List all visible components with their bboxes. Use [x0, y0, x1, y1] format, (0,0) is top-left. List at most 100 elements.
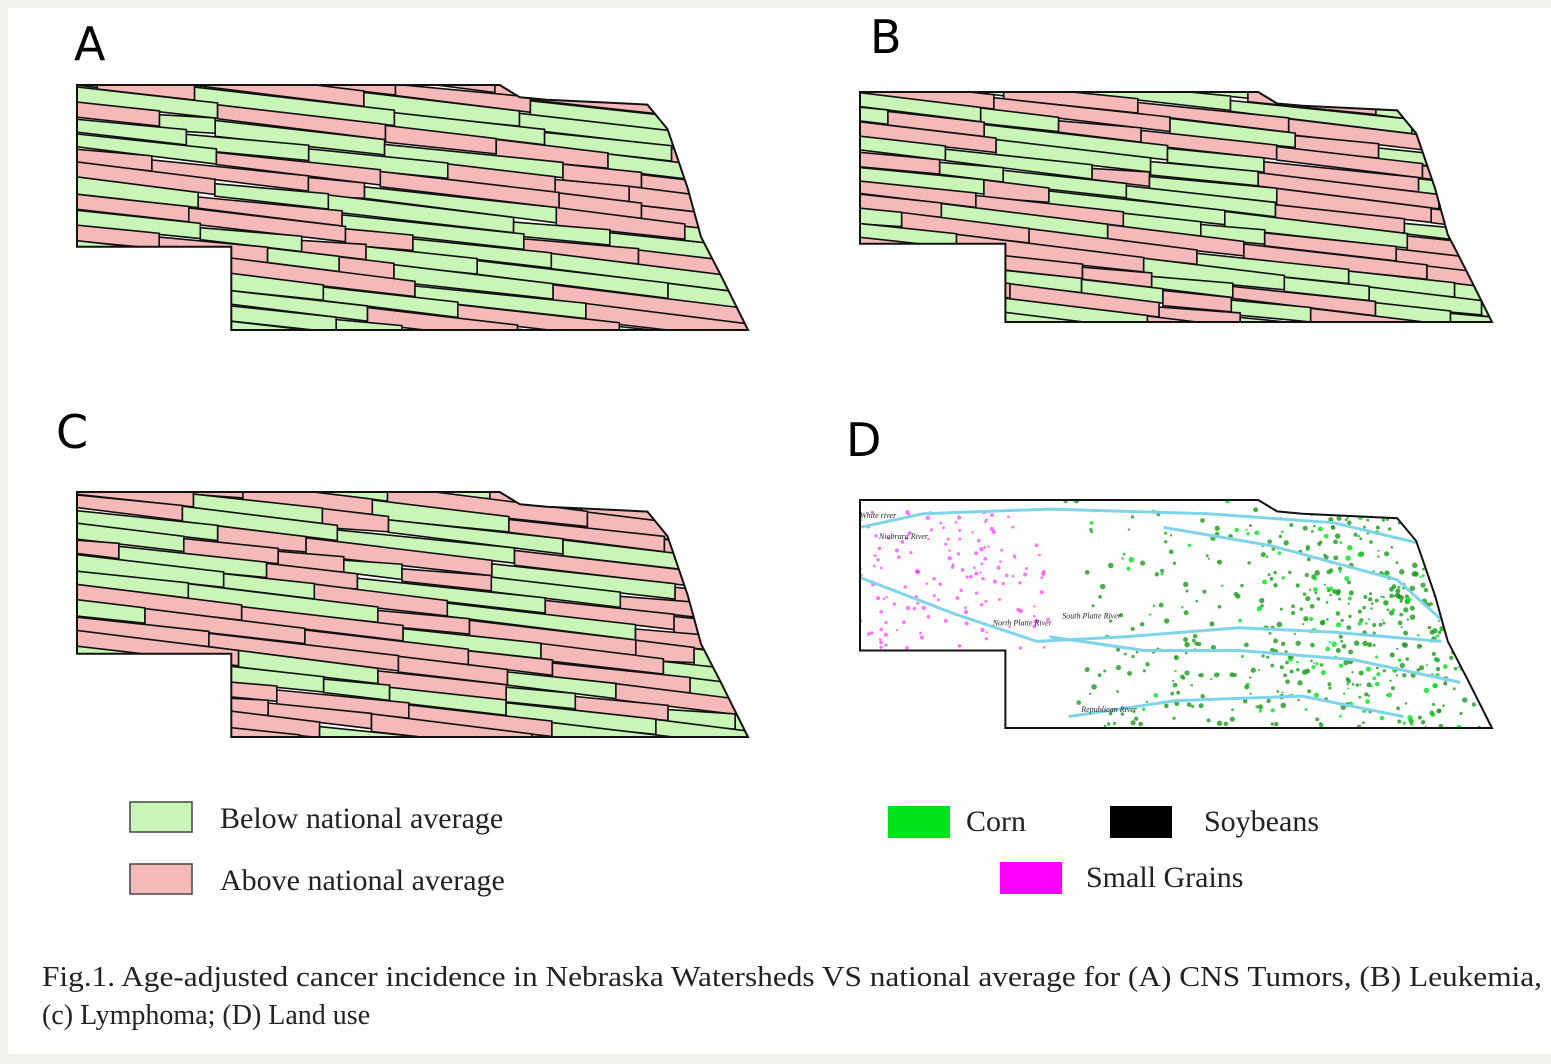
grain-dot — [974, 572, 978, 576]
grain-dot — [951, 565, 954, 568]
corn-dot — [1311, 665, 1315, 669]
corn-dot — [1280, 703, 1286, 709]
corn-dot — [1387, 608, 1390, 611]
corn-dot — [1134, 717, 1138, 721]
corn-dot — [1140, 560, 1145, 565]
corn-dot — [1369, 592, 1372, 595]
corn-dot — [1333, 555, 1338, 560]
corn-dot — [1195, 600, 1198, 603]
corn-dot — [1244, 642, 1249, 647]
corn-dot — [1342, 644, 1347, 649]
corn-dot — [1164, 532, 1167, 535]
corn-dot — [1391, 686, 1395, 690]
corn-dot — [1436, 667, 1440, 671]
corn-dot — [1459, 712, 1462, 715]
corn-dot — [1339, 715, 1342, 718]
corn-dot — [1348, 597, 1352, 601]
corn-dot — [1186, 590, 1189, 593]
corn-dot — [1303, 526, 1308, 531]
corn-dot — [1331, 525, 1335, 529]
corn-dot — [1398, 621, 1403, 626]
corn-dot — [1346, 677, 1350, 681]
grain-dot — [957, 552, 960, 555]
corn-dot — [1319, 722, 1321, 724]
corn-dot — [1380, 595, 1382, 597]
corn-dot — [1371, 602, 1374, 605]
grain-dot — [876, 596, 880, 600]
corn-dot — [1336, 611, 1341, 616]
corn-dot — [1343, 692, 1345, 694]
corn-dot — [1438, 620, 1440, 622]
grain-dot — [977, 539, 981, 543]
grain-dot — [969, 575, 973, 579]
corn-dot — [1379, 623, 1383, 627]
corn-dot — [1116, 690, 1119, 693]
corn-dot — [1348, 650, 1353, 655]
corn-dot — [1344, 576, 1349, 581]
grain-dot — [1019, 646, 1022, 649]
corn-dot — [1336, 648, 1341, 653]
grain-dot — [883, 597, 886, 600]
corn-dot — [1316, 597, 1320, 601]
corn-dot — [1285, 661, 1289, 665]
grain-dot — [1042, 570, 1046, 574]
corn-dot — [1315, 717, 1319, 721]
grain-dot — [926, 516, 930, 520]
corn-dot — [1420, 645, 1423, 648]
corn-dot — [1290, 669, 1294, 673]
river-label: Niobrara River — [878, 532, 929, 541]
corn-dot — [1142, 708, 1145, 711]
corn-dot — [1291, 604, 1295, 608]
corn-dot — [1267, 539, 1272, 544]
corn-dot — [1376, 672, 1380, 676]
river-label: South Platte River — [1062, 612, 1122, 621]
corn-dot — [1136, 651, 1139, 654]
corn-dot — [1217, 673, 1219, 675]
grain-dot — [958, 538, 961, 541]
corn-dot — [1098, 595, 1102, 599]
corn-dot — [1329, 641, 1331, 643]
corn-dot — [1326, 618, 1329, 621]
corn-dot — [1347, 520, 1352, 525]
legend-swatch — [1110, 806, 1172, 838]
grain-dot — [1035, 543, 1039, 547]
corn-dot — [1307, 558, 1311, 562]
grain-dot — [944, 543, 947, 546]
corn-dot — [1113, 722, 1116, 725]
corn-dot — [1373, 644, 1376, 647]
grain-dot — [927, 615, 931, 619]
grain-dot — [909, 551, 912, 554]
corn-dot — [1321, 670, 1326, 675]
corn-dot — [1085, 667, 1090, 672]
corn-dot — [1348, 615, 1351, 618]
corn-dot — [1288, 571, 1291, 574]
corn-dot — [1323, 554, 1326, 557]
corn-dot — [1303, 616, 1308, 621]
corn-dot — [1182, 677, 1185, 680]
corn-dot — [1107, 722, 1110, 725]
corn-dot — [1426, 664, 1428, 666]
grain-dot — [947, 556, 951, 560]
corn-dot — [1305, 596, 1310, 601]
corn-dot — [1367, 642, 1372, 647]
corn-dot — [1146, 701, 1148, 703]
grain-dot — [1038, 554, 1041, 557]
corn-dot — [1400, 663, 1405, 668]
corn-dot — [1428, 626, 1432, 630]
corn-dot — [1249, 524, 1252, 527]
corn-dot — [1206, 554, 1209, 557]
corn-dot — [1358, 610, 1362, 614]
corn-dot — [1436, 709, 1441, 714]
corn-dot — [1384, 551, 1389, 556]
corn-dot — [1443, 681, 1447, 685]
grain-dot — [979, 571, 981, 573]
corn-dot — [1418, 716, 1422, 720]
corn-dot — [1210, 678, 1212, 680]
grain-dot — [867, 632, 870, 635]
corn-dot — [1310, 643, 1315, 648]
panel-label: C — [56, 405, 88, 459]
legend-label: Above national average — [220, 864, 505, 897]
grain-dot — [958, 644, 962, 648]
corn-dot — [1403, 722, 1406, 725]
corn-dot — [1303, 592, 1307, 596]
